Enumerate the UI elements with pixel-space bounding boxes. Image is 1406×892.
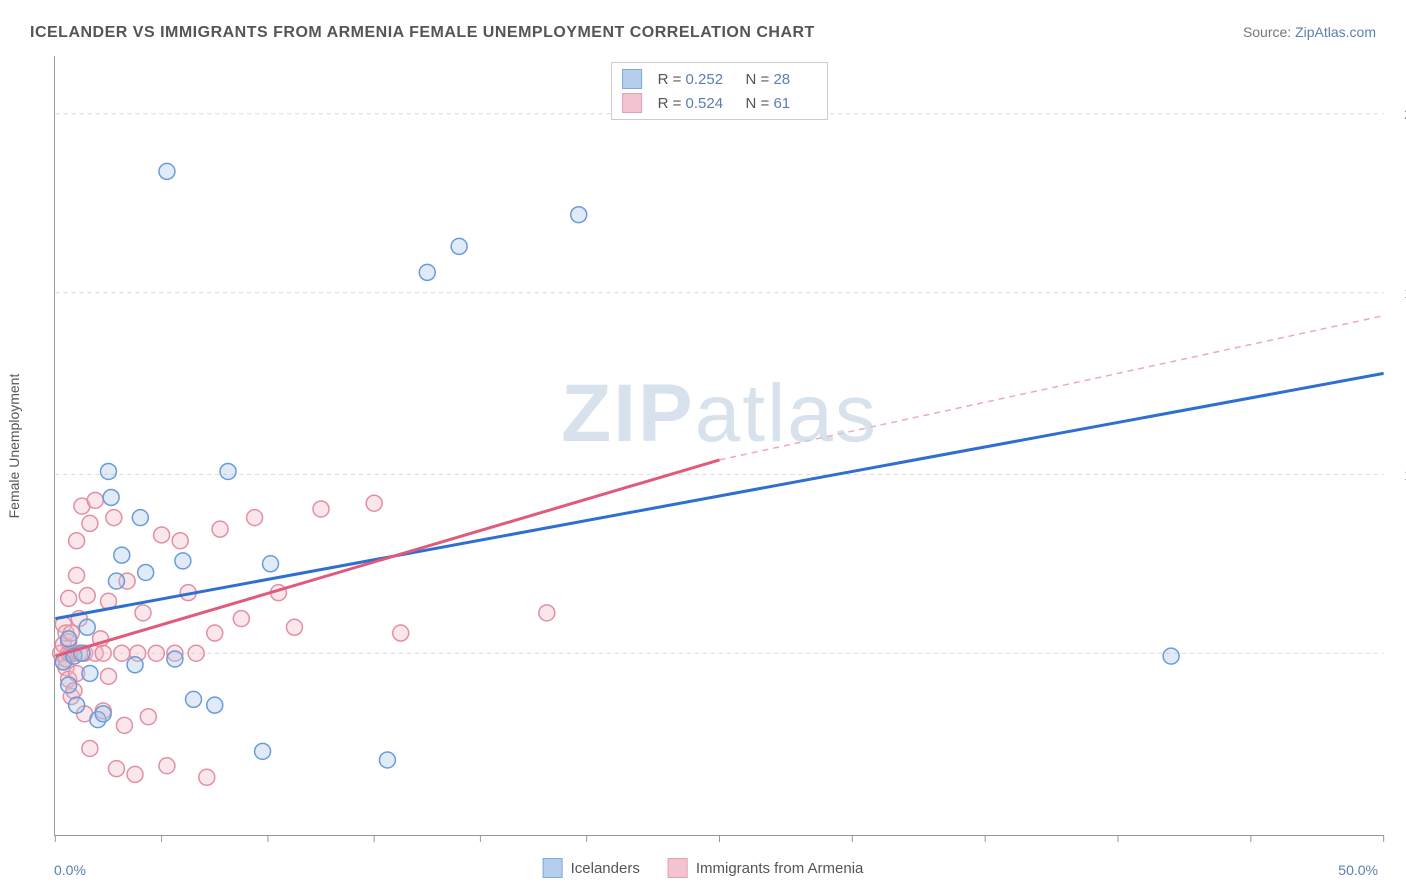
legend-series: Icelanders Immigrants from Armenia: [543, 858, 864, 878]
n-value-1: 28: [773, 71, 817, 88]
n-label: N =: [746, 95, 770, 112]
n-value-2: 61: [773, 95, 817, 112]
legend-item-armenia: Immigrants from Armenia: [668, 858, 864, 878]
source-attribution: Source: ZipAtlas.com: [1243, 24, 1376, 40]
r-value-2: 0.524: [686, 95, 730, 112]
swatch-armenia-icon: [622, 93, 642, 113]
r-label: R =: [658, 95, 682, 112]
legend-stats: R = 0.252 N = 28 R = 0.524 N = 61: [611, 62, 829, 120]
r-label: R =: [658, 71, 682, 88]
legend-stats-row-2: R = 0.524 N = 61: [622, 91, 818, 115]
r-value-1: 0.252: [686, 71, 730, 88]
y-axis-label: Female Unemployment: [6, 374, 22, 519]
source-value: ZipAtlas.com: [1295, 24, 1376, 40]
x-axis-min-label: 0.0%: [54, 862, 86, 878]
legend-label-armenia: Immigrants from Armenia: [696, 860, 864, 877]
chart-title: ICELANDER VS IMMIGRANTS FROM ARMENIA FEM…: [30, 24, 815, 42]
n-label: N =: [746, 71, 770, 88]
legend-label-icelanders: Icelanders: [571, 860, 640, 877]
legend-stats-row-1: R = 0.252 N = 28: [622, 67, 818, 91]
swatch-icelanders-icon: [622, 69, 642, 89]
chart-svg: [55, 56, 1384, 835]
swatch-armenia-icon: [668, 858, 688, 878]
swatch-icelanders-icon: [543, 858, 563, 878]
chart-area: ZIPatlas R = 0.252 N = 28 R = 0.524 N = …: [54, 56, 1384, 836]
x-axis-max-label: 50.0%: [1338, 862, 1378, 878]
legend-item-icelanders: Icelanders: [543, 858, 640, 878]
source-label: Source:: [1243, 24, 1295, 40]
